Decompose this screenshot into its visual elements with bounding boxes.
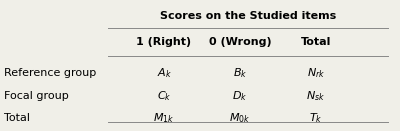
Text: 0 (Wrong): 0 (Wrong)	[209, 37, 271, 47]
Text: $D_k$: $D_k$	[232, 89, 248, 103]
Text: 1 (Right): 1 (Right)	[136, 37, 192, 47]
Text: $C_k$: $C_k$	[157, 89, 171, 103]
Text: $M_{0k}$: $M_{0k}$	[229, 111, 251, 125]
Text: $B_k$: $B_k$	[233, 66, 247, 80]
Text: Reference group: Reference group	[4, 68, 96, 78]
Text: $N_{sk}$: $N_{sk}$	[306, 89, 326, 103]
Text: $A_k$: $A_k$	[156, 66, 172, 80]
Text: Total: Total	[4, 113, 30, 123]
Text: $N_{rk}$: $N_{rk}$	[307, 66, 325, 80]
Text: Total: Total	[301, 37, 331, 47]
Text: Scores on the Studied items: Scores on the Studied items	[160, 11, 336, 21]
Text: $T_k$: $T_k$	[309, 111, 323, 125]
Text: $M_{1k}$: $M_{1k}$	[153, 111, 175, 125]
Text: Focal group: Focal group	[4, 91, 69, 101]
